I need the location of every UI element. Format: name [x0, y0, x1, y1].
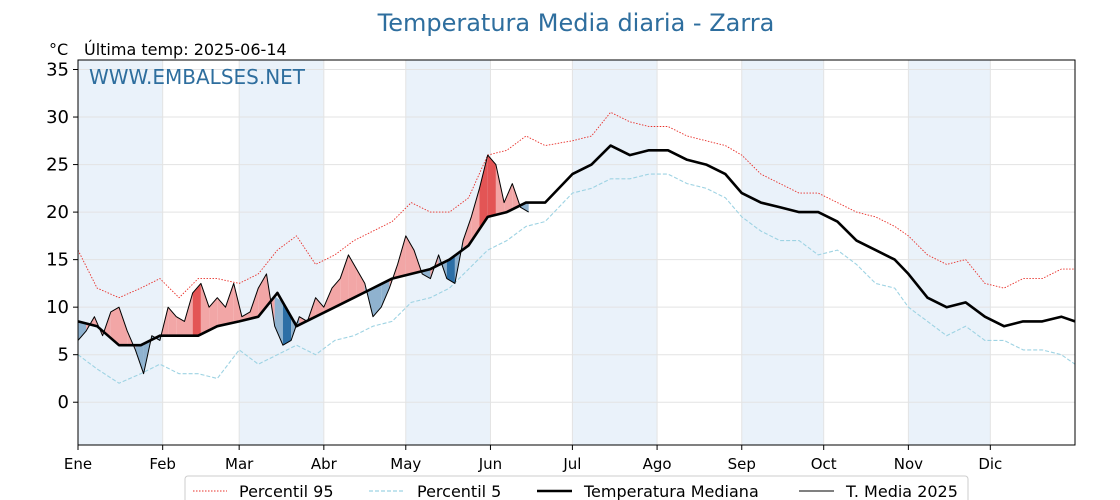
- series-line-p95: [77, 111, 1075, 299]
- y-tick-label: 30: [46, 107, 69, 128]
- y-tick-label: 20: [46, 202, 69, 223]
- x-tick-label: Ago: [643, 455, 672, 473]
- month-band-may: [405, 60, 491, 445]
- y-tick-label: 35: [46, 60, 69, 81]
- anomaly-fill-segment: [323, 288, 332, 313]
- y-tick-label: 0: [58, 392, 69, 413]
- anomaly-fill-segment: [381, 280, 390, 308]
- anomaly-fill-segment: [274, 296, 283, 346]
- x-axis-ticks: Ene Feb Mar Abr May Jun Jul Ago Sep Oct Nov Dic: [64, 445, 1002, 473]
- x-tick-label: Feb: [149, 455, 176, 473]
- anomaly-fill-segment: [176, 316, 185, 336]
- anomaly-fill-segment: [356, 269, 365, 297]
- y-tick-label: 15: [46, 250, 69, 271]
- series-line-p5: [77, 173, 1076, 384]
- last-temp-label: Última temp: 2025-06-14: [84, 40, 287, 59]
- y-tick-label: 5: [58, 345, 69, 366]
- anomaly-fill-segment: [315, 297, 324, 317]
- anomaly-fill-segment: [405, 235, 414, 276]
- y-unit-label: °C: [49, 40, 68, 59]
- legend: Percentil 95 Percentil 5 Temperatura Med…: [184, 475, 969, 500]
- plot-frame: [77, 59, 1076, 446]
- anomaly-fill-segment: [110, 307, 119, 346]
- anomaly-fill-segment: [373, 284, 382, 317]
- anomaly-fill-segment: [495, 164, 505, 215]
- x-tick-label: Nov: [894, 455, 923, 473]
- anomaly-fill-segment: [78, 321, 87, 341]
- x-tick-label: May: [390, 455, 421, 473]
- anomaly-fill-segment: [471, 188, 480, 242]
- y-tick-label: 25: [46, 155, 69, 176]
- series-line-current: [77, 154, 529, 375]
- month-band-nov: [908, 60, 991, 445]
- anomaly-fill-segment: [200, 283, 210, 335]
- anomaly-fill-segment: [479, 155, 488, 230]
- legend-label-median: Temperatura Mediana: [583, 482, 759, 500]
- y-tick-label: 10: [46, 297, 69, 318]
- legend-label-p95: Percentil 95: [239, 482, 334, 500]
- anomaly-fill-segment: [463, 216, 472, 250]
- x-tick-label: Oct: [811, 455, 837, 473]
- month-band-ene: [78, 60, 163, 445]
- legend-box: [184, 475, 969, 500]
- anomaly-fill-segment: [397, 235, 406, 278]
- month-band-jul: [572, 60, 658, 445]
- series-lines: [77, 111, 1076, 384]
- x-tick-label: Jun: [478, 455, 502, 473]
- x-tick-label: Jul: [562, 455, 581, 473]
- series-line-median: [77, 144, 1076, 347]
- anomaly-fill-segment: [225, 283, 234, 325]
- x-tick-label: Mar: [225, 455, 254, 473]
- x-tick-label: Abr: [311, 455, 338, 473]
- anomaly-fill-segment: [119, 307, 128, 346]
- x-tick-label: Dic: [978, 455, 1002, 473]
- x-tick-label: Sep: [728, 455, 756, 473]
- month-bands: [78, 60, 991, 445]
- y-axis-ticks: 0 5 10 15 20 25 30 35: [46, 60, 78, 413]
- watermark-text: WWW.EMBALSES.NET: [89, 65, 306, 89]
- month-band-sep: [741, 60, 824, 445]
- month-band-mar: [239, 60, 324, 445]
- anomaly-fill-segment: [250, 288, 259, 319]
- legend-label-p5: Percentil 5: [417, 482, 501, 500]
- legend-label-current: T. Media 2025: [845, 482, 958, 500]
- x-tick-label: Ene: [64, 455, 92, 473]
- chart-title: Temperatura Media diaria - Zarra: [377, 9, 775, 37]
- anomaly-fill-segment: [282, 302, 292, 346]
- anomaly-fill-segment: [184, 292, 193, 336]
- anomaly-fill-segment: [209, 297, 218, 331]
- anomaly-fill-segment: [446, 255, 455, 284]
- anomaly-fill-segment: [504, 183, 513, 213]
- anomaly-fill-segment: [192, 283, 201, 336]
- anomaly-fill-segment: [340, 254, 349, 305]
- anomaly-fill-segment: [487, 155, 496, 217]
